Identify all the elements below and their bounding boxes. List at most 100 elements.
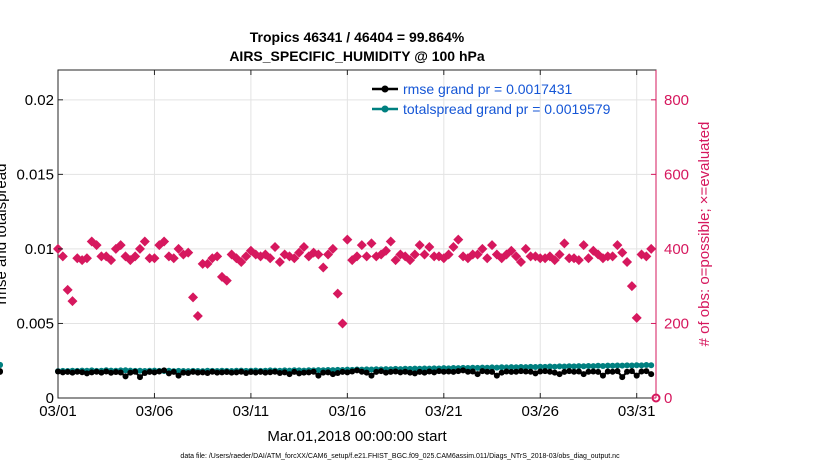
rmse-point bbox=[190, 368, 197, 375]
rmse-point bbox=[170, 368, 177, 375]
obs-evaluated-point bbox=[583, 253, 594, 264]
rmse-point bbox=[484, 368, 491, 375]
rmse-point bbox=[320, 369, 327, 376]
totalspread-point bbox=[421, 365, 428, 372]
rmse-point bbox=[146, 368, 153, 375]
rmse-point bbox=[402, 368, 409, 375]
rmse-point bbox=[238, 368, 245, 375]
x-tick-label: 03/21 bbox=[425, 403, 463, 420]
obs-evaluated-point bbox=[549, 255, 560, 266]
rmse-point bbox=[378, 368, 385, 375]
rmse-point bbox=[93, 368, 100, 375]
plot-area-frame bbox=[57, 69, 657, 399]
y-tick-label: 0 bbox=[46, 390, 54, 407]
obs-evaluated-point bbox=[617, 247, 628, 258]
rmse-point bbox=[267, 369, 274, 376]
totalspread-point bbox=[614, 362, 621, 369]
totalspread-point bbox=[585, 362, 592, 369]
rmse-point bbox=[609, 368, 616, 375]
rmse-point bbox=[325, 369, 332, 376]
rmse-point bbox=[450, 368, 457, 375]
legend-totalspread-label: totalspread grand pr = 0.0019579 bbox=[403, 101, 611, 117]
rmse-point bbox=[363, 369, 370, 376]
obs-evaluated-point bbox=[91, 240, 102, 251]
rmse-point bbox=[108, 369, 115, 376]
rmse-point bbox=[136, 374, 143, 381]
totalspread-point bbox=[493, 364, 500, 371]
rmse-point bbox=[243, 369, 250, 376]
obs-evaluated-point bbox=[626, 281, 637, 292]
totalspread-point bbox=[551, 363, 558, 370]
obs-evaluated-point bbox=[390, 255, 401, 266]
rmse-point bbox=[431, 369, 438, 376]
obs-evaluated-point bbox=[366, 238, 377, 249]
rmse-point bbox=[83, 370, 90, 377]
x-tick-label: 03/06 bbox=[136, 403, 174, 420]
obs-evaluated-point bbox=[612, 240, 623, 251]
totalspread-point bbox=[527, 363, 534, 370]
rmse-point bbox=[392, 368, 399, 375]
totalspread-point bbox=[643, 362, 650, 369]
legend-totalspread-marker bbox=[381, 105, 389, 113]
obs-evaluated-point bbox=[149, 253, 160, 264]
rmse-point bbox=[426, 368, 433, 375]
totalspread-point bbox=[122, 367, 129, 374]
obs-evaluated-point bbox=[265, 253, 276, 264]
y2-tick-label: 800 bbox=[664, 92, 689, 109]
obs-evaluated-point bbox=[274, 256, 285, 267]
obs-evaluated-point bbox=[554, 249, 565, 260]
rmse-point bbox=[595, 368, 602, 375]
totalspread-point bbox=[0, 362, 3, 369]
obs-evaluated-point bbox=[385, 236, 396, 247]
totalspread-point bbox=[624, 362, 631, 369]
obs-evaluated-point bbox=[173, 243, 184, 254]
obs-evaluated-point bbox=[578, 240, 589, 251]
obs-evaluated-point bbox=[81, 253, 92, 264]
obs-evaluated-point bbox=[419, 249, 430, 260]
rmse-point bbox=[300, 369, 307, 376]
obs-evaluated-point bbox=[212, 251, 223, 262]
totalspread-point bbox=[633, 362, 640, 369]
rmse-point bbox=[599, 372, 606, 379]
totalspread-point bbox=[590, 363, 597, 370]
rmse-point bbox=[199, 369, 206, 376]
rmse-point bbox=[561, 368, 568, 375]
x-tick-label: 03/16 bbox=[329, 403, 367, 420]
x-tick-label: 03/26 bbox=[521, 403, 559, 420]
rmse-point bbox=[0, 368, 3, 375]
rmse-point bbox=[411, 370, 418, 377]
obs-evaluated-point bbox=[342, 234, 353, 245]
rmse-point bbox=[204, 369, 211, 376]
totalspread-point bbox=[508, 364, 515, 371]
obs-evaluated-point bbox=[323, 249, 334, 260]
rmse-point bbox=[64, 368, 71, 375]
totalspread-point bbox=[489, 364, 496, 371]
rmse-point bbox=[122, 373, 129, 380]
y-axis-label: rmse and totalspread bbox=[0, 164, 10, 305]
rmse-point bbox=[397, 369, 404, 376]
rmse-point bbox=[445, 368, 452, 375]
totalspread-point bbox=[595, 362, 602, 369]
obs-evaluated-point bbox=[424, 242, 435, 253]
obs-evaluated-point bbox=[371, 251, 382, 262]
rmse-point bbox=[373, 368, 380, 375]
rmse-point bbox=[440, 368, 447, 375]
obs-evaluated-point bbox=[380, 245, 391, 256]
rmse-point bbox=[643, 368, 650, 375]
rmse-point bbox=[194, 369, 201, 376]
rmse-point bbox=[296, 370, 303, 377]
y2-tick-label: 0 bbox=[664, 390, 672, 407]
obs-evaluated-point bbox=[487, 240, 498, 251]
rmse-point bbox=[585, 368, 592, 375]
rmse-point bbox=[551, 369, 558, 376]
obs-evaluated-point bbox=[356, 240, 367, 251]
rmse-point bbox=[498, 369, 505, 376]
rmse-point bbox=[218, 369, 225, 376]
rmse-point bbox=[354, 367, 360, 374]
rmse-point bbox=[98, 369, 105, 376]
totalspread-point bbox=[580, 363, 587, 370]
obs-evaluated-point bbox=[183, 247, 194, 258]
rmse-point bbox=[223, 369, 230, 376]
obs-evaluated-series bbox=[53, 234, 657, 329]
obs-evaluated-point bbox=[405, 255, 416, 266]
